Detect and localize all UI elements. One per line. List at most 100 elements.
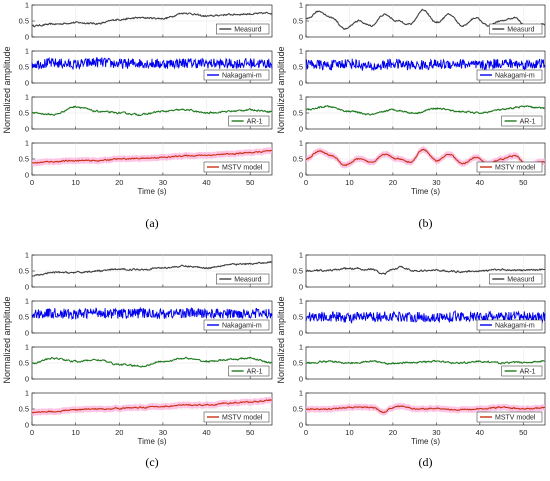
panel-label: (d): [419, 455, 433, 469]
x-tick-label: 40: [476, 428, 484, 437]
y-tick-label: 1: [25, 93, 29, 102]
x-tick-label: 40: [476, 178, 484, 187]
y-tick-label: 1: [25, 297, 29, 306]
x-tick-label: 40: [202, 178, 210, 187]
series-line: [305, 8, 546, 31]
legend-label: Nakagami-m: [222, 73, 262, 80]
panel-label: (b): [419, 216, 433, 230]
y-tick-label: 0: [25, 79, 29, 88]
x-axis-label: Time (s): [411, 187, 440, 196]
legend-box: [501, 365, 543, 377]
subplot-measurd: 0 0.5 1 Measurd: [19, 1, 273, 42]
legend-box: [216, 273, 270, 285]
y-tick-label: 0: [299, 171, 303, 180]
y-tick-label: 1: [25, 343, 29, 352]
y-tick-label: 0.5: [19, 63, 29, 72]
legend-label: Measurd: [507, 277, 534, 284]
series-line: [305, 58, 546, 72]
y-tick-label: 0.5: [19, 405, 29, 414]
y-tick-label: 1: [299, 1, 303, 10]
subplot-nakagami-m: 0 0.5 1 Nakagami-m: [19, 47, 273, 88]
subplot-nakagami-m: 0 0.5 1 Nakagami-m: [293, 297, 546, 338]
x-tick-label: 10: [71, 178, 79, 187]
y-tick-label: 1: [299, 93, 303, 102]
chart-panel-d: 0 0.5 1 Measurd 0 0.5 1 Nakagami-m 0 0.5 1 AR-1 0 0.5…: [276, 251, 546, 469]
x-tick-label: 20: [389, 178, 397, 187]
x-tick-label: 30: [159, 428, 167, 437]
x-tick-label: 30: [159, 178, 167, 187]
x-tick-label: 10: [71, 428, 79, 437]
x-tick-label: 20: [115, 178, 123, 187]
legend-box: [489, 23, 543, 35]
legend-label: AR-1: [520, 369, 536, 376]
subplot-measurd: 0 0.5 1 Measurd: [293, 251, 546, 292]
y-tick-label: 0.5: [293, 17, 303, 26]
y-tick-label: 1: [299, 343, 303, 352]
y-tick-label: 0: [299, 79, 303, 88]
x-tick-label: 40: [202, 428, 210, 437]
x-tick-label: 0: [30, 178, 34, 187]
legend-box: [501, 115, 543, 127]
chart-panel-a: 0 0.5 1 Measurd 0 0.5 1 Nakagami-m 0 0.5 1 AR-1 0 0.5…: [2, 1, 273, 230]
series-line: [31, 260, 273, 277]
legend-box: [489, 273, 543, 285]
legend-label: Measurd: [234, 277, 261, 284]
subplot-measurd: 0 0.5 1 Measurd: [293, 1, 546, 42]
x-tick-label: 0: [304, 178, 308, 187]
series-line: [305, 405, 546, 414]
y-tick-label: 0: [299, 375, 303, 384]
legend-label: MSTV model: [495, 165, 536, 172]
series-line: [32, 399, 273, 414]
x-tick-label: 10: [345, 178, 353, 187]
series-line: [306, 148, 546, 167]
y-tick-label: 0: [299, 283, 303, 292]
y-tick-label: 1: [25, 251, 29, 260]
legend-box: [203, 411, 270, 423]
chart-panel-c: 0 0.5 1 Measurd 0 0.5 1 Nakagami-m 0 0.5 1 AR-1 0 0.5…: [2, 251, 273, 469]
y-tick-label: 0: [299, 329, 303, 338]
series-line: [305, 104, 546, 116]
series-line: [32, 356, 273, 368]
series-line: [31, 149, 273, 164]
legend-label: Nakagami-m: [495, 73, 535, 80]
legend-label: AR-1: [247, 119, 263, 126]
y-tick-label: 0.5: [293, 155, 303, 164]
y-tick-label: 0.5: [19, 359, 29, 368]
legend-label: Measurd: [507, 27, 534, 34]
y-tick-label: 1: [299, 47, 303, 56]
y-tick-label: 0.5: [19, 313, 29, 322]
y-tick-label: 1: [299, 297, 303, 306]
x-axis-label: Time (s): [137, 437, 166, 446]
legend-box: [203, 319, 270, 331]
y-axis-label: Normalized amplitude: [2, 296, 12, 383]
y-tick-label: 0.5: [19, 155, 29, 164]
series-band: [32, 147, 272, 167]
subplot-ar-1: 0 0.5 1 AR-1: [293, 93, 546, 134]
y-tick-label: 0: [25, 33, 29, 42]
legend-label: MSTV model: [222, 165, 263, 172]
y-tick-label: 0.5: [19, 267, 29, 276]
subplot-mstv-model: 0 0.5 1 MSTV model: [19, 139, 273, 180]
subplot-mstv-model: 0 0.5 1 MSTV model: [293, 139, 546, 180]
x-axis-label: Time (s): [411, 437, 440, 446]
legend-label: AR-1: [247, 369, 263, 376]
series-line: [305, 265, 545, 276]
y-tick-label: 0: [25, 421, 29, 430]
y-tick-label: 1: [25, 139, 29, 148]
y-tick-label: 0.5: [293, 63, 303, 72]
y-axis-label: Normalized amplitude: [276, 46, 286, 133]
legend-label: Nakagami-m: [222, 323, 262, 330]
y-tick-label: 0.5: [19, 109, 29, 118]
x-tick-label: 0: [304, 428, 308, 437]
y-axis-label: Normalized amplitude: [2, 46, 12, 133]
subplot-measurd: 0 0.5 1 Measurd: [19, 251, 273, 292]
y-tick-label: 0: [299, 421, 303, 430]
chart-panel-b: 0 0.5 1 Measurd 0 0.5 1 Nakagami-m 0 0.5 1 AR-1 0 0.5…: [276, 1, 546, 230]
y-tick-label: 0.5: [293, 313, 303, 322]
legend-box: [476, 69, 543, 81]
legend-box: [216, 23, 270, 35]
legend-label: Measurd: [234, 27, 261, 34]
legend-box: [476, 319, 543, 331]
x-axis-label: Time (s): [137, 187, 166, 196]
